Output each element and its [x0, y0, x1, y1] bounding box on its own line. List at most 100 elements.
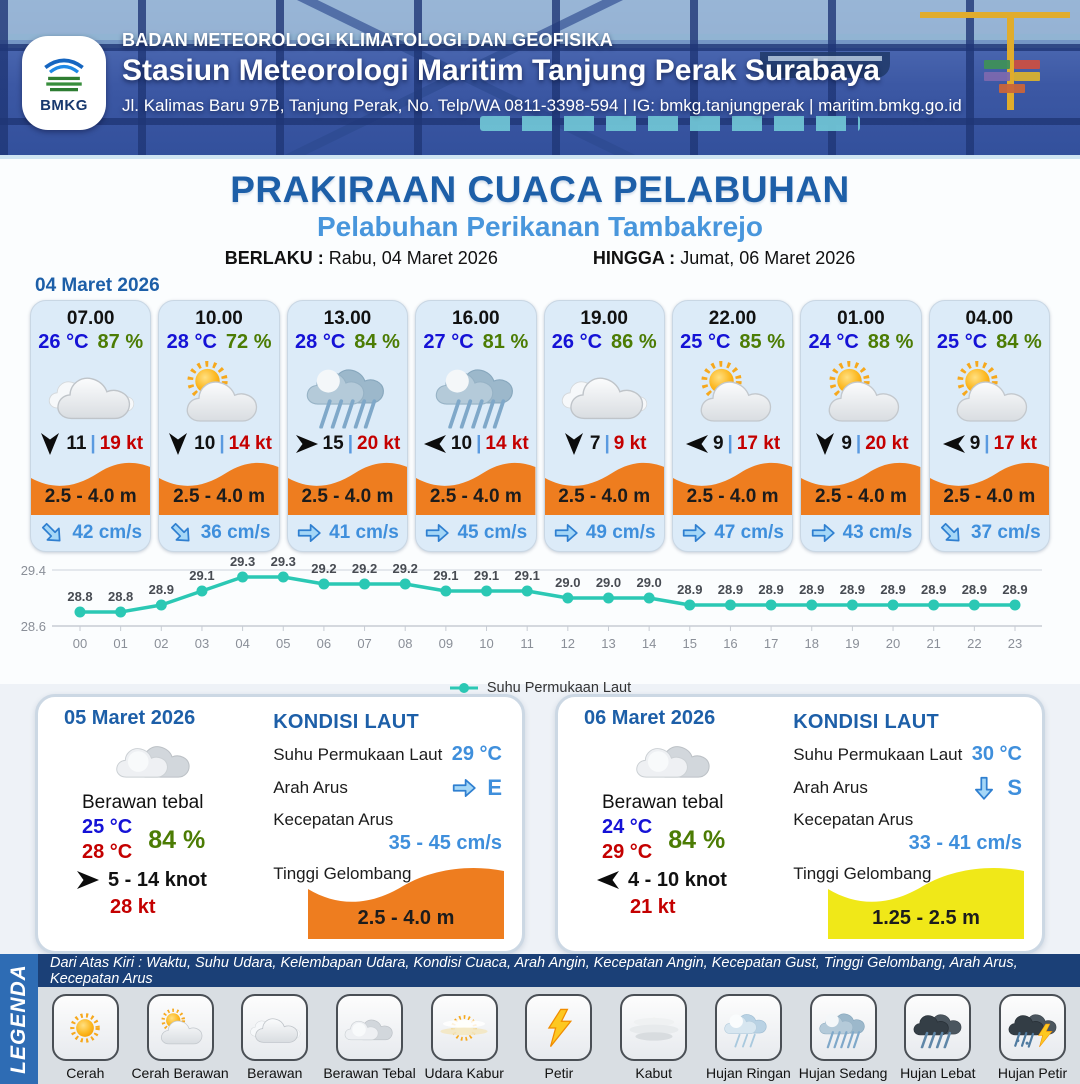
svg-text:29.1: 29.1	[515, 568, 540, 583]
current-row: 47 cm/s	[673, 515, 792, 551]
weather-condition: Berawan tebal	[602, 792, 724, 813]
air-temperature: 25 °C	[680, 331, 731, 353]
current-row: 41 cm/s	[288, 515, 407, 551]
wind-speed: 9	[969, 433, 981, 454]
legend-label: Udara Kabur	[424, 1065, 504, 1081]
wind-speed: 9	[841, 433, 852, 454]
svg-text:08: 08	[398, 636, 412, 651]
forecast-time: 19.00	[580, 308, 628, 329]
legend-item: Kabut	[607, 994, 701, 1081]
header-banner: BMKG BADAN METEOROLOGI KLIMATOLOGI DAN G…	[0, 0, 1080, 159]
svg-text:04: 04	[235, 636, 249, 651]
bmkg-logo-label: BMKG	[40, 97, 88, 114]
forecast-section: PRAKIRAAN CUACA PELABUHAN Pelabuhan Peri…	[0, 159, 1080, 696]
svg-text:19: 19	[845, 636, 859, 651]
container-shape	[999, 84, 1025, 93]
svg-text:01: 01	[113, 636, 127, 651]
humidity: 88 %	[867, 331, 914, 353]
svg-text:29.2: 29.2	[311, 561, 336, 576]
current-direction-icon	[975, 776, 994, 800]
current-direction-icon	[166, 519, 195, 548]
container-shape	[984, 60, 1010, 69]
legend-weather-icon	[911, 1007, 965, 1049]
gust-speed: 14 kt	[228, 433, 272, 454]
hourly-cards-row: 07.00 26 °C 87 % 11 | 19 kt 2.5 - 4.0 m …	[0, 300, 1080, 552]
forecast-time: 07.00	[66, 308, 115, 329]
svg-text:28.9: 28.9	[880, 582, 905, 597]
svg-text:21: 21	[926, 636, 940, 651]
svg-text:28.8: 28.8	[67, 589, 92, 604]
wave-height-band: 2.5 - 4.0 m	[672, 456, 793, 516]
temp-humidity-row: 27 °C 81 %	[416, 331, 535, 354]
chart-series-label: Suhu Permukaan Laut	[486, 680, 632, 696]
wind-speed: 9	[712, 433, 724, 454]
weather-icon	[31, 358, 150, 430]
legend-icon-box	[620, 994, 688, 1061]
svg-text:29.1: 29.1	[433, 568, 458, 583]
sst-value: 30 °C	[971, 743, 1022, 765]
wind-direction-icon	[423, 435, 446, 453]
current-direction-value: S	[1007, 775, 1022, 800]
legend-weather-icon	[532, 1007, 586, 1049]
svg-text:28.9: 28.9	[149, 582, 174, 597]
current-row: 37 cm/s	[930, 515, 1049, 551]
ship-shape	[760, 52, 890, 78]
svg-text:03: 03	[195, 636, 209, 651]
legend-icon-box	[714, 994, 782, 1061]
current-speed-label: Kecepatan Arus	[273, 810, 394, 829]
org-name: BADAN METEOROLOGI KLIMATOLOGI DAN GEOFIS…	[122, 30, 613, 50]
legend-item: Petir	[512, 994, 606, 1081]
wind-row: 9 | 20 kt	[801, 432, 920, 456]
wave-height-label: Tinggi Gelombang	[793, 864, 932, 883]
legend-weather-icon	[343, 1007, 397, 1049]
legend-item: Hujan Ringan	[701, 994, 795, 1081]
wind-direction-icon	[597, 871, 619, 889]
bmkg-emblem-icon	[44, 58, 84, 92]
current-speed-value: 33 - 41 cm/s	[908, 832, 1022, 854]
legend-items-row: Cerah Cerah Berawan Berawan Berawan Teba…	[38, 987, 1080, 1084]
gust-speed: 9 kt	[613, 433, 647, 454]
svg-text:28.9: 28.9	[758, 582, 783, 597]
legend-icon-box	[336, 994, 404, 1061]
hourly-forecast-card: 13.00 28 °C 84 % 15 | 20 kt 2.5 - 4.0 m …	[286, 300, 409, 552]
svg-text:05: 05	[276, 636, 290, 651]
current-row: 36 cm/s	[159, 515, 278, 551]
wave-height-value: 1.25 - 2.5 m	[872, 907, 980, 929]
gust-speed: 28 kt	[110, 896, 156, 918]
gust-speed: 20 kt	[357, 433, 401, 454]
legend-icon-box	[51, 994, 119, 1061]
current-speed: 43 cm/s	[842, 522, 913, 544]
legend-label: Berawan Tebal	[323, 1065, 416, 1081]
svg-text:18: 18	[805, 636, 819, 651]
temp-max: 28 °C	[82, 841, 133, 863]
separator: |	[604, 433, 610, 454]
legend-weather-icon	[153, 1007, 207, 1049]
svg-text:23: 23	[1008, 636, 1022, 651]
temp-humidity-row: 26 °C 87 %	[31, 331, 150, 354]
wave-shape	[828, 867, 1024, 939]
legend-item: Berawan Tebal	[323, 994, 417, 1081]
separator: |	[347, 433, 354, 454]
forecast-time: 13.00	[323, 308, 372, 329]
current-speed: 37 cm/s	[970, 522, 1041, 544]
wave-shape	[929, 462, 1049, 516]
legend-weather-icon	[1006, 1007, 1060, 1049]
wave-height-band: 2.5 - 4.0 m	[801, 456, 921, 516]
sea-condition-title: KONDISI LAUT	[273, 711, 420, 733]
legend-icon-box	[146, 994, 214, 1061]
sea-condition-panel: KONDISI LAUT Suhu Permukaan Laut 29 °C A…	[257, 707, 508, 941]
wave-height: 2.5 - 4.0 m	[686, 486, 779, 508]
air-temperature: 26 °C	[551, 331, 603, 353]
wave-height-graphic: 2.5 - 4.0 m	[308, 859, 504, 939]
wave-height: 2.5 - 4.0 m	[429, 486, 522, 508]
svg-text:12: 12	[561, 636, 575, 651]
hingga-label: HINGGA :	[592, 248, 676, 268]
illustration-shape	[0, 44, 1080, 51]
svg-text:10: 10	[479, 636, 493, 651]
gust-speed: 14 kt	[485, 433, 529, 454]
temp-humidity-row: 25 °C 85 %	[673, 331, 792, 354]
svg-text:16: 16	[723, 636, 737, 651]
weather-icon	[159, 358, 278, 430]
wave-height: 2.5 - 4.0 m	[814, 486, 907, 508]
page-subtitle: Pelabuhan Perikanan Tambakrejo	[316, 211, 764, 242]
